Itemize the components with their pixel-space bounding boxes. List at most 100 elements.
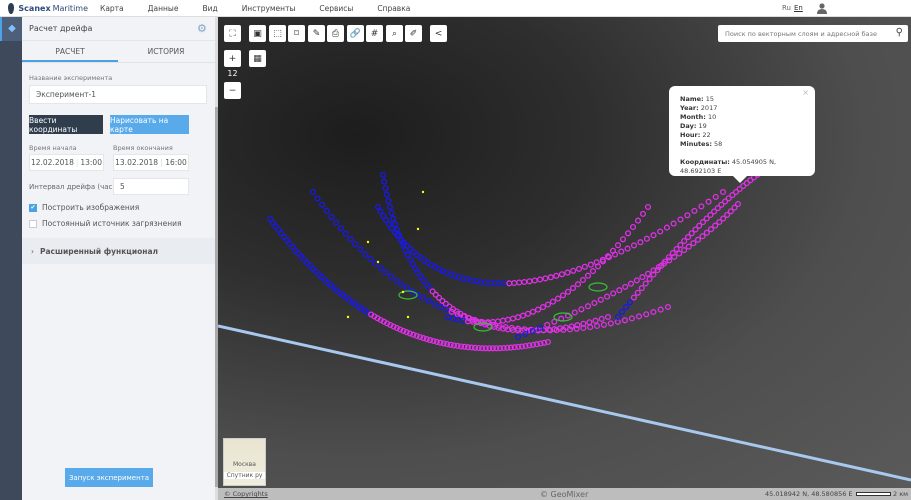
drift-point	[454, 311, 461, 318]
drift-point	[618, 248, 625, 255]
drift-point	[412, 265, 419, 272]
drift-point	[447, 341, 454, 348]
drift-point	[394, 232, 401, 239]
search-icon[interactable]: ⚲	[895, 27, 903, 38]
drift-point	[516, 279, 523, 286]
link-button[interactable]: 🔗	[347, 25, 364, 42]
gear-icon[interactable]: ⚙	[197, 22, 207, 35]
drift-point	[357, 246, 364, 253]
experiment-name-input[interactable]: Эксперимент-1	[29, 85, 207, 104]
user-icon[interactable]	[817, 3, 827, 14]
grid-button[interactable]: #	[366, 25, 383, 42]
draw-on-map-button[interactable]: Нарисовать на карте	[110, 115, 189, 134]
drift-point	[511, 344, 518, 351]
drift-point	[352, 241, 359, 248]
save-button[interactable]: ▣	[249, 25, 266, 42]
oil-spill-outline	[473, 322, 493, 332]
vessel-marker	[421, 190, 425, 194]
drift-point	[570, 267, 577, 274]
drift-point	[529, 341, 537, 348]
menu-data[interactable]: Данные	[147, 3, 179, 13]
close-icon[interactable]: ×	[802, 88, 809, 97]
drift-point	[644, 203, 652, 211]
drift-tracks	[218, 163, 911, 482]
menu-tools[interactable]: Инструменты	[241, 3, 296, 13]
tab-calc[interactable]: РАСЧЕТ	[22, 41, 118, 62]
drift-point	[618, 308, 626, 316]
drift-point	[664, 303, 672, 311]
layers-icon[interactable]: ◆	[0, 17, 22, 41]
drift-point	[688, 230, 695, 237]
drift-point	[496, 345, 504, 352]
menu-services[interactable]: Сервисы	[319, 3, 354, 13]
base-layer-button[interactable]: ▦	[249, 50, 266, 67]
zoom-level: 12	[227, 69, 238, 78]
checkbox-empty-icon	[29, 219, 37, 228]
enter-coordinates-button[interactable]: Ввести координаты	[29, 115, 103, 134]
drift-point	[547, 274, 554, 281]
drift-point	[569, 285, 577, 292]
drift-point	[388, 225, 395, 232]
panel-scrollbar[interactable]	[215, 17, 218, 500]
pin-tool-button[interactable]: ✐	[405, 25, 422, 42]
drift-point	[639, 210, 647, 217]
map-view[interactable]: ⛶ ▣ ⬚ ⌑ ✎ ⎙ 🔗 # ⌕ ✐ < + 12 − ▦ Поиск по …	[218, 17, 911, 488]
drift-point	[650, 267, 657, 274]
drift-point	[466, 315, 473, 322]
drift-point	[506, 280, 513, 287]
tab-history[interactable]: ИСТОРИЯ	[147, 47, 185, 56]
drift-point	[634, 289, 641, 296]
drift-point	[526, 278, 533, 285]
drift-point	[624, 230, 632, 237]
copyrights-link[interactable]: © Copyrights	[224, 490, 268, 498]
feature-popup: × Name: 15 Year: 2017 Month: 10 Day: 19 …	[669, 86, 815, 183]
draw-button[interactable]: ✎	[308, 25, 325, 42]
drift-point	[385, 197, 392, 204]
fullscreen-button[interactable]: ⛶	[224, 25, 241, 42]
drift-point	[681, 237, 688, 245]
constant-source-checkbox[interactable]: Постоянный источник загрязнения	[29, 219, 181, 228]
bookmark-button[interactable]: ⌑	[288, 25, 305, 42]
drift-point	[309, 265, 317, 272]
drift-point	[489, 345, 496, 352]
drift-point	[584, 272, 592, 279]
interval-input[interactable]: 5	[113, 178, 189, 195]
print-button[interactable]: ⎙	[327, 25, 344, 42]
start-datetime-input[interactable]: 12.02.2018 | 13:00	[29, 154, 104, 171]
share-button[interactable]: <	[430, 25, 447, 42]
menu-view[interactable]: Вид	[202, 3, 218, 13]
drift-point	[559, 292, 567, 299]
drift-point	[684, 234, 692, 241]
lang-ru[interactable]: Ru	[782, 4, 791, 12]
lang-en[interactable]: En	[794, 4, 803, 12]
drift-point	[382, 269, 389, 276]
drift-point	[633, 277, 640, 284]
search-input[interactable]: Поиск по векторным слоям и адресной базе…	[718, 25, 908, 42]
drift-point	[524, 310, 532, 317]
drift-point	[720, 215, 727, 222]
minimap[interactable]: Москва Спутник ру	[223, 438, 266, 486]
drift-point	[573, 325, 580, 332]
run-experiment-button[interactable]: Запуск эксперимента	[65, 468, 153, 487]
drift-point	[574, 322, 581, 329]
drift-point	[501, 280, 508, 287]
advanced-section-toggle[interactable]: › Расширенный функционал	[22, 238, 215, 264]
zoom-in-button[interactable]: +	[224, 50, 241, 67]
drift-point	[589, 268, 597, 275]
drift-point	[397, 326, 404, 333]
zoom-out-button[interactable]: −	[224, 82, 241, 99]
end-datetime-input[interactable]: 13.02.2018 | 16:00	[113, 154, 189, 171]
drift-point	[574, 281, 582, 288]
drift-point	[669, 250, 676, 257]
drift-point	[553, 327, 560, 334]
menu-help[interactable]: Справка	[377, 3, 411, 13]
drift-point	[598, 315, 605, 322]
drift-point	[387, 321, 394, 329]
box-select-button[interactable]: ⬚	[269, 25, 286, 42]
drift-point	[475, 344, 482, 352]
menu-map[interactable]: Карта	[100, 3, 124, 13]
drift-point	[541, 339, 548, 346]
zoom-area-button[interactable]: ⌕	[386, 25, 403, 42]
build-images-checkbox[interactable]: ✔ Построить изображения	[29, 203, 140, 212]
logo[interactable]: Scanex Maritime	[8, 2, 88, 14]
